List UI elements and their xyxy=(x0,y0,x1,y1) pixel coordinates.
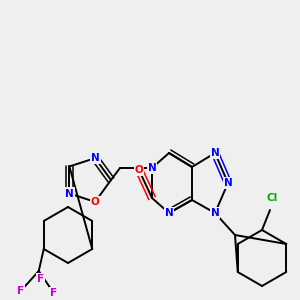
Text: O: O xyxy=(91,197,100,207)
Text: N: N xyxy=(65,188,74,199)
Text: N: N xyxy=(165,208,173,218)
Text: F: F xyxy=(37,274,44,284)
Text: Cl: Cl xyxy=(266,193,278,203)
Text: N: N xyxy=(211,148,219,158)
Text: F: F xyxy=(17,286,24,296)
Text: O: O xyxy=(135,165,143,175)
Text: N: N xyxy=(211,208,219,218)
Text: N: N xyxy=(224,178,232,188)
Text: F: F xyxy=(50,288,57,298)
Text: N: N xyxy=(91,153,100,163)
Text: N: N xyxy=(148,163,156,173)
